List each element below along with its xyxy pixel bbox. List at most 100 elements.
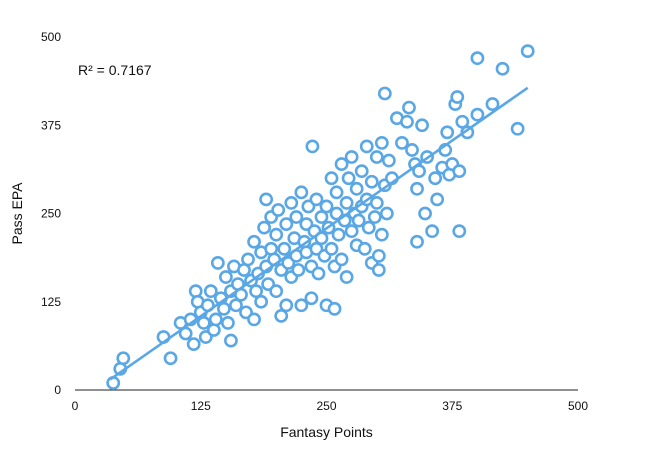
data-point <box>324 171 339 186</box>
data-point <box>196 316 211 330</box>
data-point <box>254 294 269 309</box>
data-point <box>247 234 261 249</box>
y-tick-label: 125 <box>41 295 61 309</box>
scatter-points <box>106 44 535 390</box>
data-point <box>186 337 201 352</box>
data-point <box>279 217 294 231</box>
data-point <box>425 224 440 239</box>
data-point <box>106 376 121 390</box>
x-tick-label: 375 <box>442 399 462 413</box>
x-axis-ticks: 0 125 250 375 500 <box>72 399 589 413</box>
data-point <box>339 196 354 210</box>
data-point <box>402 100 416 115</box>
data-point <box>163 351 178 366</box>
data-point <box>269 284 284 299</box>
data-point <box>344 224 359 239</box>
x-tick-label: 250 <box>316 399 336 413</box>
data-point <box>412 164 426 179</box>
data-point <box>377 86 392 101</box>
x-tick-label: 500 <box>568 399 588 413</box>
data-point <box>221 316 235 330</box>
data-point <box>216 301 231 316</box>
data-point <box>241 252 255 267</box>
data-point <box>188 284 203 299</box>
data-point <box>279 298 294 313</box>
data-point <box>371 263 386 277</box>
data-point <box>359 139 374 154</box>
data-point <box>510 121 525 136</box>
data-point <box>495 61 510 76</box>
data-point <box>324 241 339 256</box>
y-tick-label: 250 <box>41 207 61 221</box>
trend-line <box>109 86 529 381</box>
x-axis-title: Fantasy Points <box>280 424 373 440</box>
data-point <box>361 220 376 235</box>
data-point <box>305 139 320 154</box>
data-point <box>369 150 384 164</box>
data-point <box>311 266 326 281</box>
data-point <box>319 199 334 214</box>
y-tick-label: 500 <box>41 30 61 44</box>
data-point <box>369 196 384 210</box>
y-axis-ticks: 0 125 250 375 500 <box>41 30 61 397</box>
data-point <box>284 196 299 210</box>
data-point <box>314 210 329 224</box>
x-tick-label: 125 <box>191 399 211 413</box>
data-point <box>329 185 344 200</box>
data-point <box>470 107 485 122</box>
data-point <box>294 185 309 200</box>
data-point <box>405 143 419 157</box>
data-point <box>349 181 364 196</box>
data-point <box>210 256 225 270</box>
data-point <box>452 164 467 179</box>
y-tick-label: 375 <box>41 118 61 132</box>
data-point <box>327 301 342 316</box>
data-point <box>206 323 221 337</box>
data-point <box>339 270 354 284</box>
data-point <box>470 51 485 66</box>
data-point <box>367 210 382 224</box>
data-point <box>430 192 445 207</box>
data-point <box>357 241 372 256</box>
data-point <box>269 227 284 242</box>
data-point <box>520 44 535 59</box>
r-squared-label: R² = 0.7167 <box>78 62 152 78</box>
data-point <box>229 298 243 313</box>
data-point <box>428 171 443 186</box>
data-point <box>291 263 306 277</box>
data-point <box>341 171 356 186</box>
data-point <box>440 125 455 140</box>
data-point <box>271 203 286 217</box>
data-point <box>351 213 366 228</box>
data-point <box>400 114 414 129</box>
y-tick-label: 0 <box>54 383 61 397</box>
data-point <box>452 224 467 239</box>
data-point <box>371 248 386 263</box>
data-point <box>218 270 233 284</box>
data-point <box>379 206 394 221</box>
data-point <box>257 220 272 235</box>
data-point <box>203 284 218 299</box>
data-point <box>249 284 263 299</box>
data-point <box>485 97 500 111</box>
data-point <box>294 298 309 313</box>
data-point <box>208 312 223 327</box>
data-point <box>274 308 289 323</box>
data-point <box>395 135 409 150</box>
y-axis-title: Pass EPA <box>9 182 25 245</box>
data-point <box>304 291 319 306</box>
data-point <box>410 234 424 249</box>
data-point <box>331 227 346 242</box>
data-point <box>450 90 465 104</box>
data-point <box>334 157 349 171</box>
data-point <box>354 164 369 179</box>
data-point <box>247 312 261 327</box>
data-point <box>374 227 389 242</box>
data-point <box>309 192 324 207</box>
data-point <box>381 153 396 168</box>
data-point <box>334 252 349 267</box>
data-point <box>410 181 424 196</box>
data-point <box>277 241 292 256</box>
data-point <box>289 210 304 224</box>
